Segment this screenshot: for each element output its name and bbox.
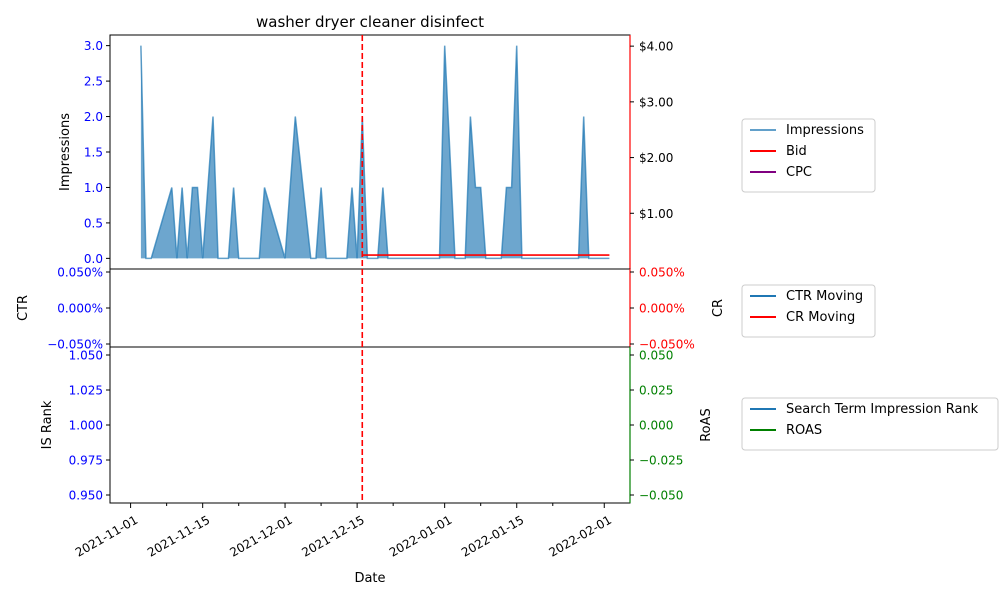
cr-tick-label: −0.050%	[639, 338, 695, 352]
roas-tick-label: 0.000	[639, 419, 673, 433]
legends: Impressions Bid CPC CTR Moving CR Moving Sear…	[741, 118, 999, 451]
bid-tick-label: $2.00	[639, 151, 673, 165]
impressions-tick-label: 1.0	[84, 181, 103, 195]
chart-title: washer dryer cleaner disinfect	[256, 13, 484, 31]
bid-tick-label: $4.00	[639, 40, 673, 54]
cr-tick-label: 0.050%	[639, 266, 685, 280]
ctr-tick-label: 0.050%	[57, 266, 103, 280]
legend-label-bid: Bid	[786, 144, 807, 159]
legend-box	[741, 118, 876, 193]
legend-label-roas: ROAS	[786, 423, 822, 438]
ctr-y-ticks: 0.050% 0.000% −0.050%	[47, 266, 110, 352]
panel-is-rank: 1.050 1.025 1.000 0.975 0.950 0.050 0.025 0.00…	[40, 346, 714, 504]
legend-label-cr-moving: CR Moving	[786, 310, 855, 325]
is-rank-tick-label: 1.000	[69, 419, 103, 433]
roas-tick-label: −0.050	[639, 489, 683, 503]
legend-box	[741, 397, 999, 451]
x-tick-label: 2021-12-01	[227, 513, 294, 560]
bid-tick-label: $1.00	[639, 207, 673, 221]
legend-label-cpc: CPC	[786, 165, 812, 180]
x-axis-ticks: 2021-11-01 2021-11-15 2021-12-01 2021-12-15…	[73, 503, 614, 560]
panel-ctr: 0.050%0.000%−0.050% 0.050%0.000%−0.050% …	[16, 266, 726, 352]
legend-label-impressions: Impressions	[786, 123, 864, 138]
roas-tick-label: 0.050	[639, 349, 673, 363]
impressions-tick-label: 2.0	[84, 110, 103, 124]
x-tick-label: 2021-11-15	[145, 513, 212, 560]
roas-y-ticks: 0.050 0.025 0.000 −0.025 −0.050	[630, 349, 683, 503]
impressions-line	[140, 45, 610, 260]
panel-impressions-frame	[109, 34, 631, 270]
cr-tick-label: 0.000%	[639, 302, 685, 316]
bid-tick-label: $3.00	[639, 95, 673, 109]
panel-is-rank-frame	[109, 346, 631, 504]
impressions-tick-label: 1.5	[84, 146, 103, 160]
impressions-axis-label: Impressions	[58, 113, 73, 191]
legend-bottom: Search Term Impression Rank ROAS	[741, 397, 999, 451]
roas-axis-label: RoAS	[699, 408, 714, 442]
legend-box	[741, 284, 876, 338]
impressions-area	[140, 45, 610, 259]
is-rank-tick-label: 1.025	[69, 384, 103, 398]
impressions-tick-label: 3.0	[84, 39, 103, 53]
x-tick-label: 2022-01-15	[459, 513, 526, 560]
x-axis-label: Date	[354, 571, 385, 586]
bid-y-ticks: $1.00 $2.00 $3.00 $4.00	[630, 40, 673, 221]
x-tick-label: 2021-11-01	[73, 513, 140, 560]
roas-tick-label: −0.025	[639, 454, 683, 468]
impressions-tick-label: 2.5	[84, 75, 103, 89]
legend-middle: CTR Moving CR Moving	[741, 284, 876, 338]
ctr-axis-label: CTR	[16, 295, 31, 321]
legend-label-search-term-impression-rank: Search Term Impression Rank	[786, 402, 979, 417]
x-tick-label: 2022-01-01	[387, 513, 454, 560]
cr-y-ticks: 0.050% 0.000% −0.050%	[630, 266, 695, 352]
is-rank-tick-label: 1.050	[69, 349, 103, 363]
is-rank-tick-label: 0.950	[69, 489, 103, 503]
x-tick-label: 2022-02-01	[547, 513, 614, 560]
ctr-tick-label: −0.050%	[47, 338, 103, 352]
legend-top: Impressions Bid CPC	[741, 118, 876, 193]
panel-ctr-frame	[109, 268, 631, 348]
cr-axis-label: CR	[711, 299, 726, 317]
is-rank-tick-label: 0.975	[69, 454, 103, 468]
is-rank-axis-label: IS Rank	[40, 400, 55, 449]
panel-impressions: 0.0 0.5 1.0 1.5 2.0 2.5 3.0 $1.00 $2.00 $3.00 $4.…	[58, 34, 673, 270]
impressions-tick-label: 0.5	[84, 216, 103, 230]
impressions-series	[140, 45, 610, 260]
legend-label-ctr-moving: CTR Moving	[786, 289, 863, 304]
is-rank-y-ticks: 1.050 1.025 1.000 0.975 0.950	[69, 349, 110, 503]
impressions-y-ticks: 0.0 0.5 1.0 1.5 2.0 2.5 3.0	[84, 39, 110, 266]
ctr-tick-label: 0.000%	[57, 302, 103, 316]
roas-tick-label: 0.025	[639, 384, 673, 398]
impressions-tick-label: 0.0	[84, 252, 103, 266]
x-tick-label: 2021-12-15	[299, 513, 366, 560]
